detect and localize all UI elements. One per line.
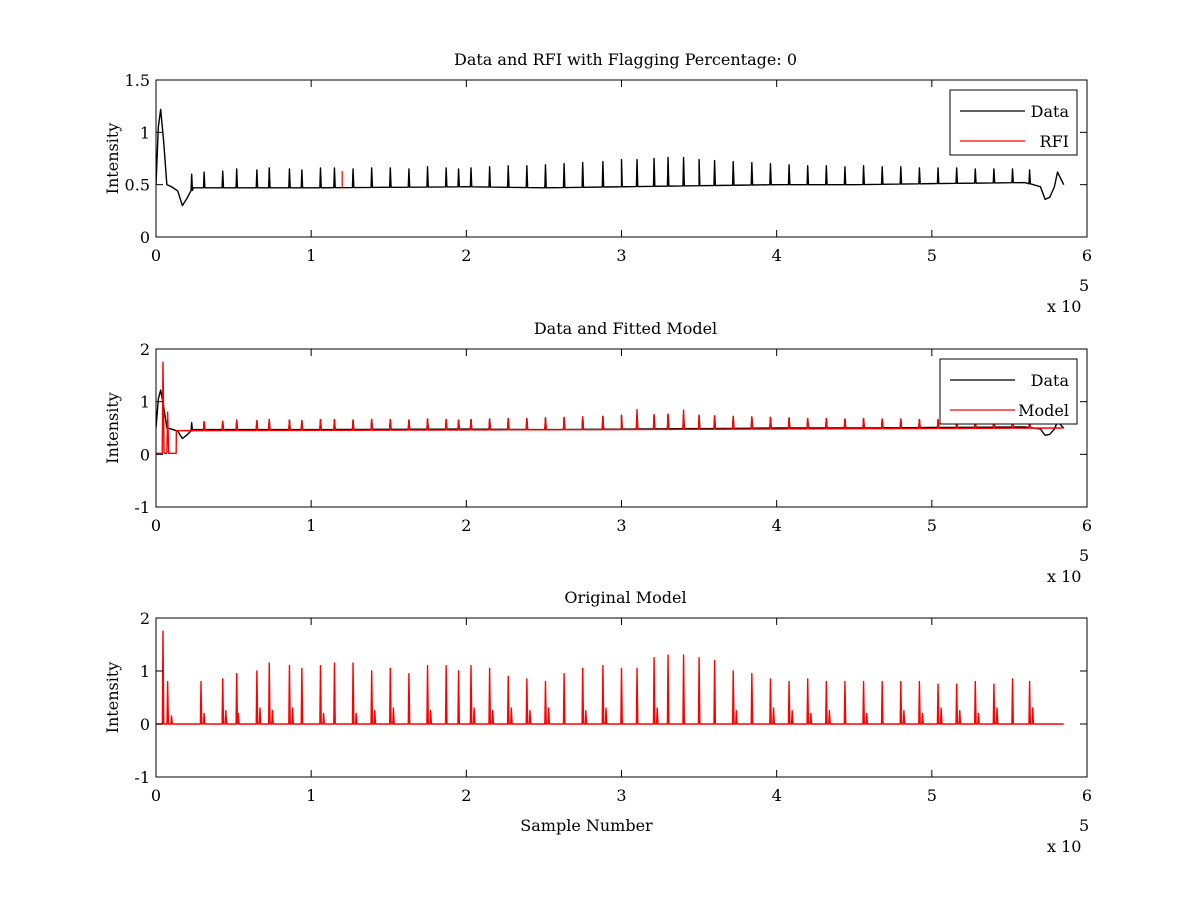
x-tick-label: 3 — [616, 246, 626, 265]
chart-title: Original Model — [564, 588, 686, 607]
chart-title: Data and RFI with Flagging Percentage: 0 — [454, 50, 797, 69]
x-multiplier-exponent: 5 — [1079, 546, 1089, 565]
series-line-data — [156, 108, 1065, 207]
y-tick-label: 1 — [140, 662, 150, 681]
x-tick-label: 2 — [461, 516, 471, 535]
y-axis-label: Intensity — [103, 392, 122, 464]
x-multiplier-label: x 10 — [1047, 567, 1081, 586]
x-tick-label: 2 — [461, 246, 471, 265]
x-tick-label: 2 — [461, 786, 471, 805]
x-multiplier-label: x 10 — [1047, 297, 1081, 316]
x-tick-label: 6 — [1082, 246, 1092, 265]
x-tick-label: 6 — [1082, 786, 1092, 805]
x-tick-label: 5 — [927, 786, 937, 805]
subplot-1: 0 1 2 3 4 5 6 0 0.5 1 1.5 Data and RFI with Flaggin… — [103, 50, 1092, 316]
x-tick-label: 1 — [306, 516, 316, 535]
chart-title: Data and Fitted Model — [534, 319, 717, 338]
x-tick-label: 3 — [616, 516, 626, 535]
x-tick-label: 4 — [772, 516, 782, 535]
legend-box — [949, 89, 1078, 156]
series-line-model — [156, 361, 1064, 454]
series-group — [156, 108, 1065, 207]
y-tick-label: 0 — [140, 445, 150, 464]
y-tick-label: 0.5 — [125, 176, 150, 195]
legend-label: RFI — [1040, 132, 1069, 151]
x-tick-label: 1 — [306, 246, 316, 265]
series-group — [156, 361, 1065, 454]
y-tick-label: 0 — [140, 228, 150, 247]
axes-frame — [155, 79, 1088, 238]
x-tick-label: 0 — [151, 786, 161, 805]
x-multiplier-exponent: 5 — [1079, 276, 1089, 295]
x-tick-label: 0 — [151, 246, 161, 265]
legend-label: Data — [1031, 371, 1070, 390]
y-axis-label: Intensity — [103, 123, 122, 195]
legend: Data Model — [939, 358, 1078, 425]
y-tick-label: 2 — [140, 340, 150, 359]
x-tick-label: 1 — [306, 786, 316, 805]
y-tick-label: -1 — [134, 498, 150, 517]
legend-label: Model — [1018, 401, 1069, 420]
legend-box — [939, 358, 1078, 425]
x-tick-label: 4 — [772, 246, 782, 265]
y-tick-label: 2 — [140, 609, 150, 628]
x-tick-label: 5 — [927, 246, 937, 265]
x-tick-label: 5 — [927, 516, 937, 535]
x-tick-label: 3 — [616, 786, 626, 805]
series-line-data — [156, 389, 1065, 440]
y-tick-label: 1 — [140, 393, 150, 412]
x-multiplier-exponent: 5 — [1079, 816, 1089, 835]
series-line-model — [156, 630, 1064, 725]
y-tick-label: 1 — [140, 123, 150, 142]
series-group — [156, 630, 1064, 725]
y-tick-label: 1.5 — [125, 71, 150, 90]
x-tick-label: 4 — [772, 786, 782, 805]
y-axis-label: Intensity — [103, 662, 122, 734]
x-axis-label: Sample Number — [520, 816, 653, 835]
y-tick-label: -1 — [134, 768, 150, 787]
legend: Data RFI — [949, 89, 1078, 156]
legend-label: Data — [1031, 102, 1070, 121]
x-tick-label: 0 — [151, 516, 161, 535]
x-tick-label: 6 — [1082, 516, 1092, 535]
y-tick-label: 0 — [140, 715, 150, 734]
x-multiplier-label: x 10 — [1047, 837, 1081, 856]
